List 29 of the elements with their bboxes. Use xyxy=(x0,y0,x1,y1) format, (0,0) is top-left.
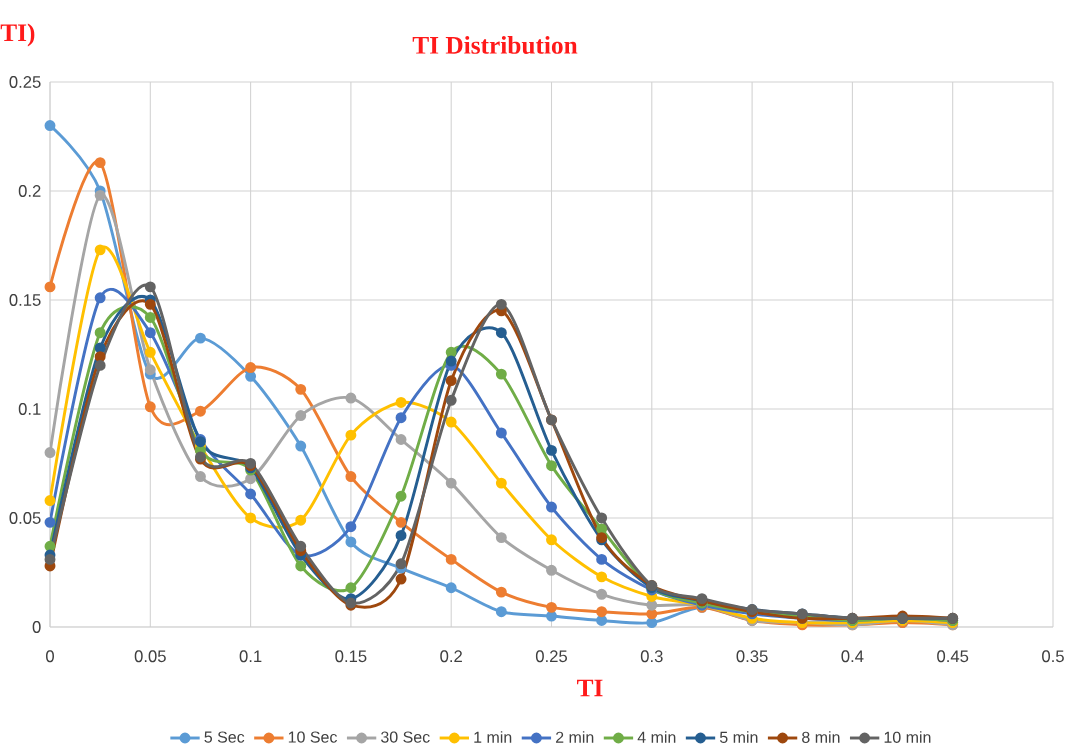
legend-label: 10 Sec xyxy=(288,731,338,743)
x-tick-label: 0 xyxy=(46,650,54,663)
y-tick-label: 0.1 xyxy=(18,403,41,415)
legend-label: 10 min xyxy=(884,731,931,743)
legend-label: 5 Sec xyxy=(204,731,245,743)
chart-title: TI Distribution xyxy=(412,36,578,54)
x-tick-label: 0.25 xyxy=(535,650,568,663)
x-tick-label: 0.3 xyxy=(640,650,663,663)
x-tick-label: 0.45 xyxy=(937,650,969,663)
y-tick-label: 0.15 xyxy=(9,294,41,306)
x-tick-label: 0.2 xyxy=(440,650,462,663)
legend-label: 1 min xyxy=(474,731,512,743)
legend-label: 2 min xyxy=(555,731,594,743)
legend-label: 5 min xyxy=(719,731,758,743)
x-tick-label: 0.4 xyxy=(841,650,864,663)
x-tick-label: 0.1 xyxy=(239,650,262,663)
y-tick-label: 0.25 xyxy=(9,76,41,88)
y-tick-label: 0 xyxy=(32,621,41,633)
x-axis-title: TI xyxy=(577,679,603,697)
y-tick-label: 0.2 xyxy=(18,185,41,197)
x-tick-label: 0.35 xyxy=(736,650,768,663)
x-tick-label: 0.5 xyxy=(1042,650,1064,663)
x-tick-label: 0.15 xyxy=(335,650,367,663)
y-axis-title: TI) xyxy=(0,23,35,47)
x-tick-label: 0.05 xyxy=(134,650,166,663)
legend-label: 8 min xyxy=(802,731,840,743)
legend-label: 30 Sec xyxy=(381,731,430,743)
legend-label: 4 min xyxy=(637,731,676,743)
y-tick-label: 0.05 xyxy=(9,512,41,524)
